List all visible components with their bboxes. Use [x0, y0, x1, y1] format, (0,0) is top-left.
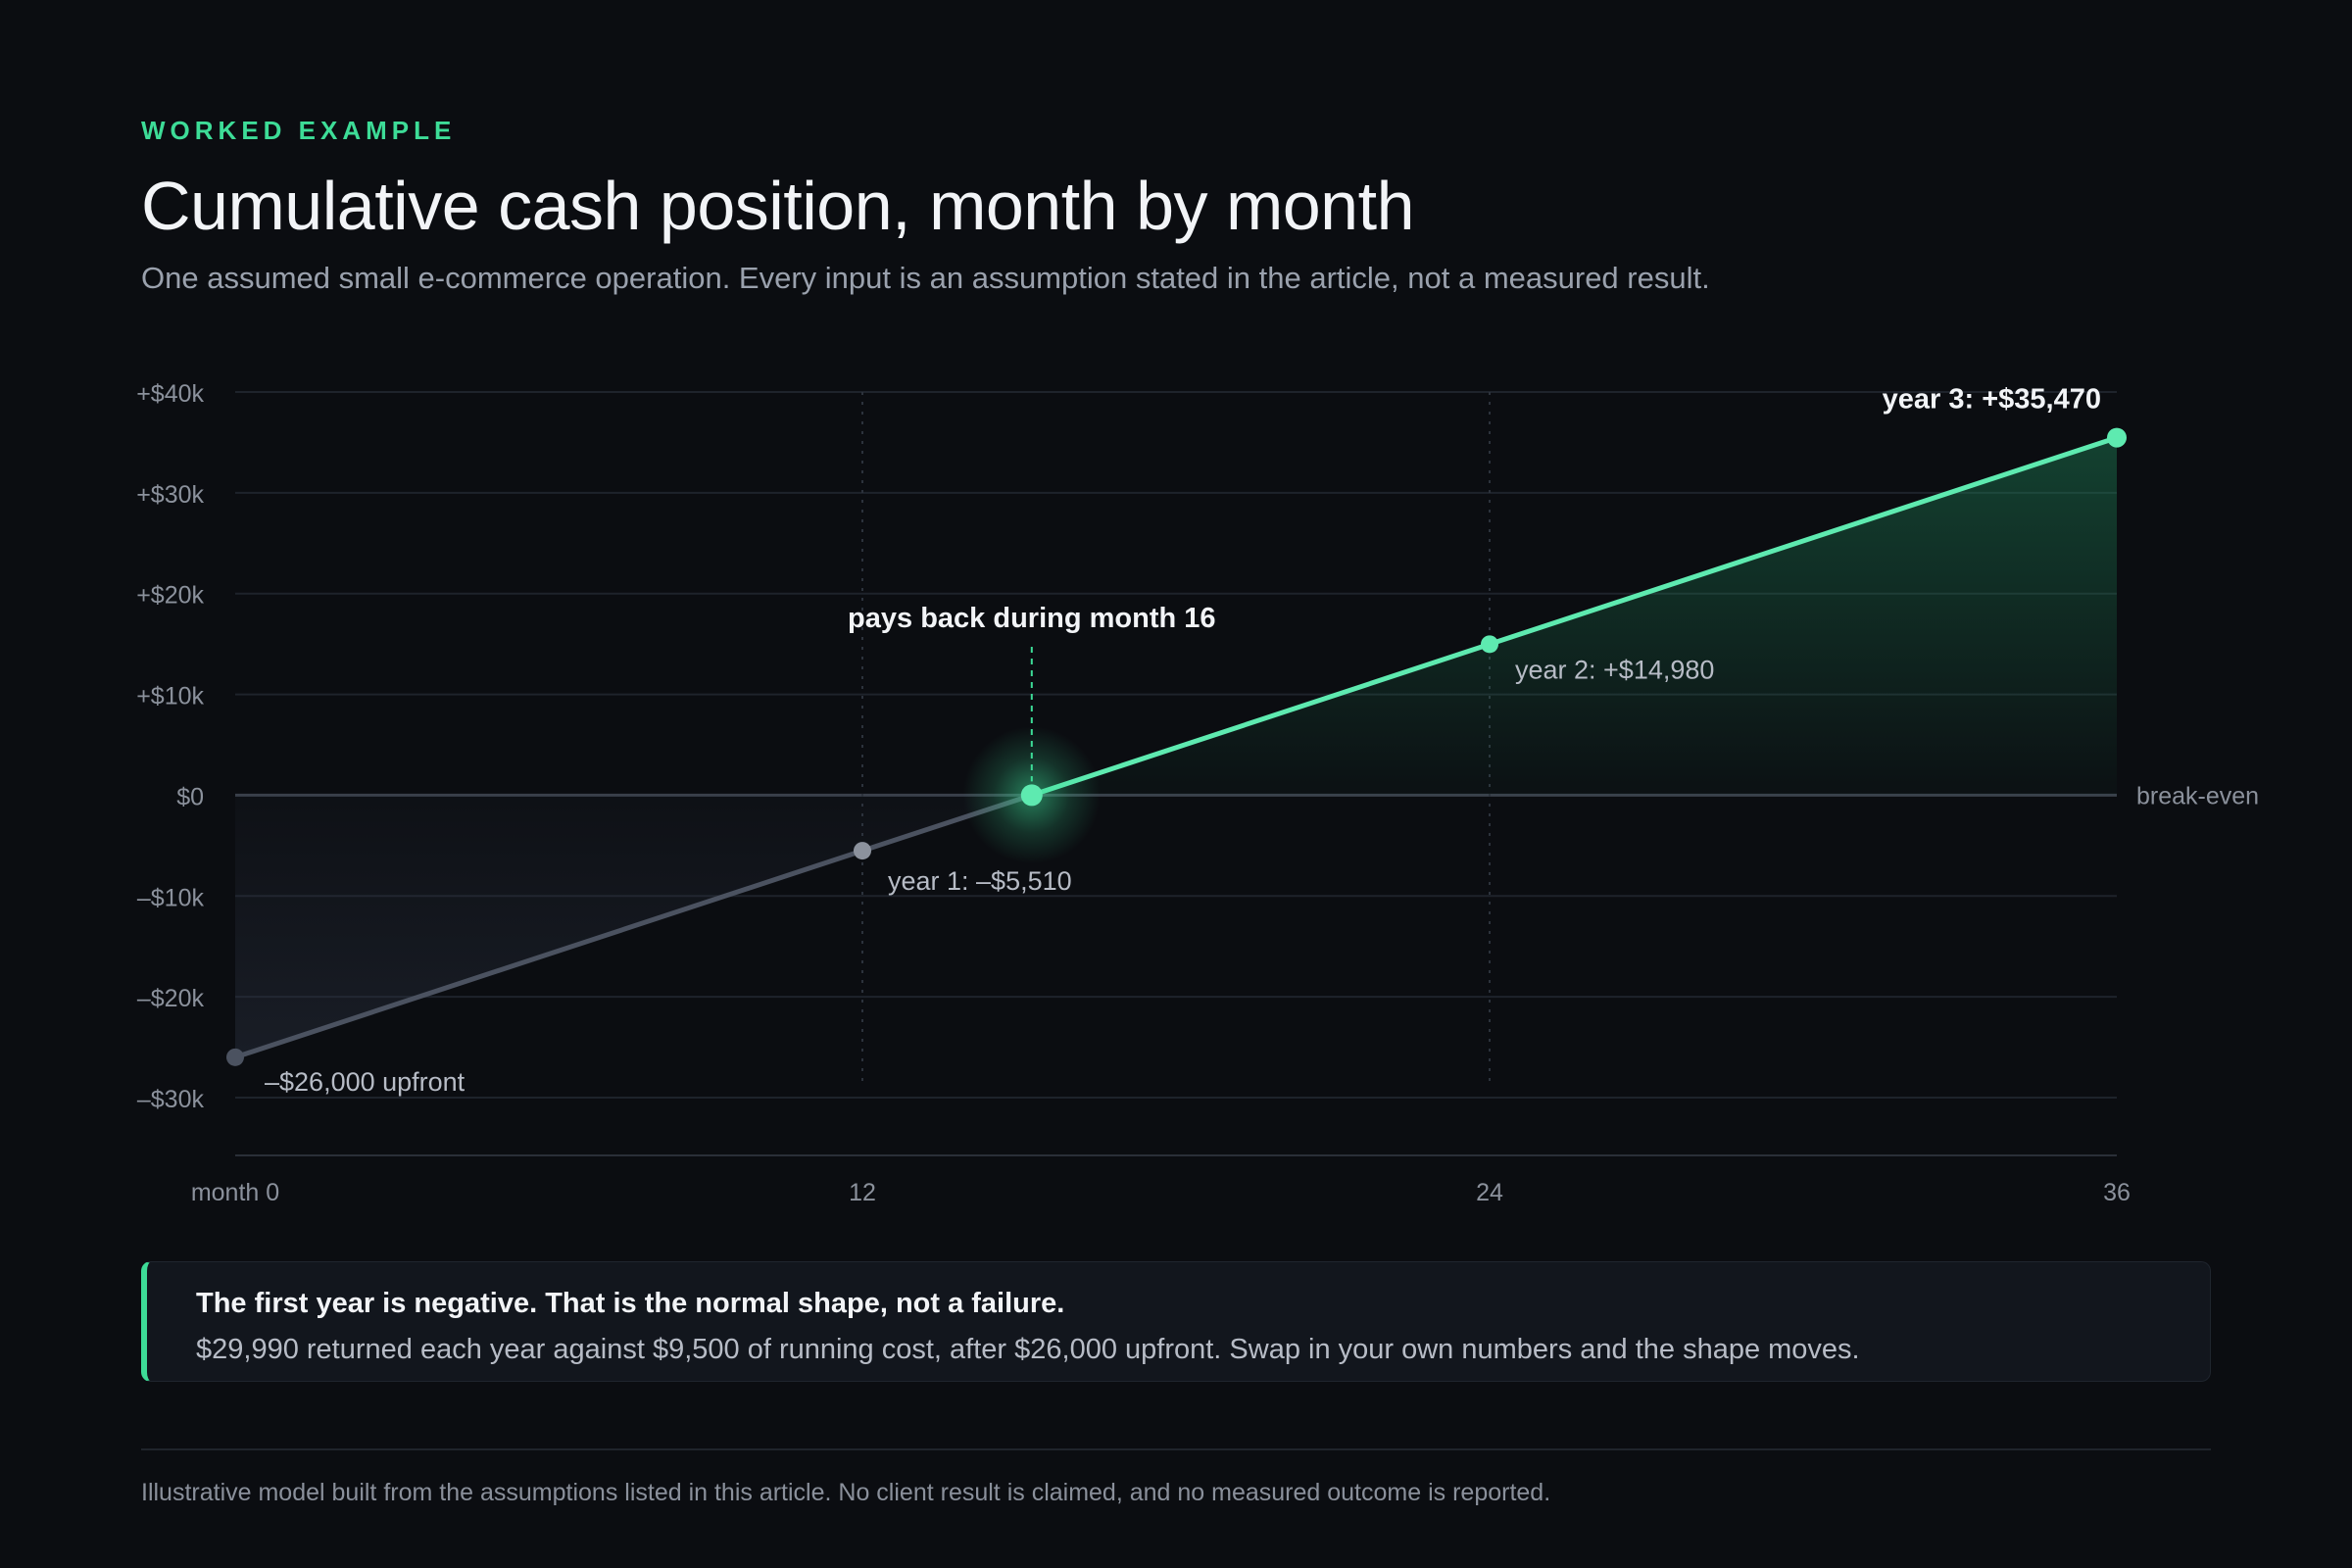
- breakeven-label: pays back during month 16: [848, 603, 1215, 634]
- y-tick-label: $0: [176, 783, 204, 810]
- data-label: year 1: –$5,510: [888, 866, 1072, 896]
- data-point: [2107, 427, 2127, 448]
- data-label: year 3: +$35,470: [1883, 384, 2101, 416]
- footer-divider: [141, 1448, 2211, 1450]
- data-point: [1481, 635, 1498, 654]
- x-tick-label: 36: [2103, 1179, 2131, 1206]
- data-label: –$26,000 upfront: [265, 1067, 466, 1097]
- cash-position-chart: +$40k +$30k +$20k +$10k $0 –$10k –$20k –$30k mon…: [136, 380, 2259, 1206]
- y-tick-label: –$10k: [137, 884, 205, 911]
- y-tick-label: +$10k: [136, 683, 204, 710]
- footnote: Illustrative model built from the assump…: [141, 1479, 1551, 1506]
- data-point: [226, 1048, 244, 1066]
- x-tick-label: 12: [849, 1179, 876, 1206]
- callout-body: $29,990 returned each year against $9,50…: [196, 1334, 1860, 1365]
- data-label: year 2: +$14,980: [1515, 655, 1714, 684]
- y-tick-label: +$40k: [136, 380, 204, 408]
- data-markers: [226, 427, 2127, 1066]
- breakeven-marker: [1020, 784, 1043, 807]
- data-labels: +$40k +$30k +$20k +$10k $0 –$10k –$20k –$30k mon…: [136, 380, 2259, 1206]
- page-subtitle: One assumed small e-commerce operation. …: [141, 261, 1710, 295]
- y-tick-label: +$30k: [136, 481, 204, 509]
- x-tick-label: month 0: [191, 1179, 279, 1206]
- x-tick-label: 24: [1476, 1179, 1503, 1206]
- page-title: Cumulative cash position, month by month: [141, 168, 1415, 244]
- eyebrow-label: WORKED EXAMPLE: [141, 116, 457, 145]
- y-tick-label: –$20k: [137, 985, 205, 1012]
- data-point: [854, 842, 871, 860]
- callout-heading: The first year is negative. That is the …: [196, 1288, 1065, 1319]
- breakeven-line-label: break-even: [2136, 782, 2259, 809]
- y-tick-label: –$30k: [137, 1086, 205, 1113]
- negative-area-fill: [235, 795, 1032, 1057]
- insight-callout: The first year is negative. That is the …: [141, 1261, 2211, 1382]
- y-tick-label: +$20k: [136, 582, 204, 610]
